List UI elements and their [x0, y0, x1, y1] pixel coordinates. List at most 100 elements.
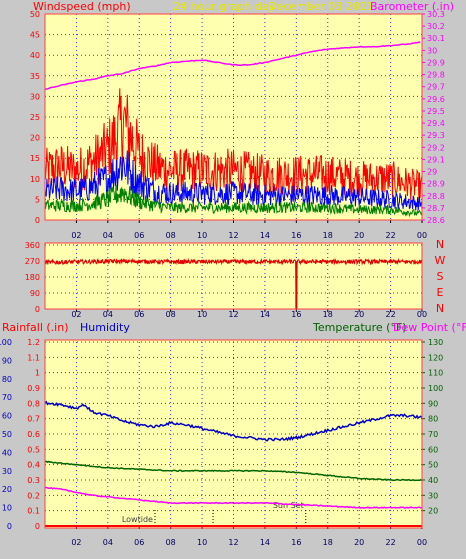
rainfall-tick-label: 1 [35, 369, 40, 378]
barometer-tick-label: 28.7 [427, 204, 445, 213]
barometer-tick-label: 29.9 [427, 58, 445, 67]
humidity-tick-label: 60 [2, 412, 12, 421]
x-tick-label: 22 [385, 310, 395, 319]
humidity-tick-label: 30 [2, 467, 12, 476]
humidity-tick-label: 80 [2, 375, 12, 384]
barometer-tick-label: 29.8 [427, 71, 445, 80]
x-tick-label: 08 [166, 538, 176, 547]
x-tick-label: 06 [134, 538, 144, 547]
temperature-tick-label: 20 [428, 507, 438, 516]
temperature-tick-label: 30 [428, 491, 438, 500]
x-tick-label: 00 [417, 231, 427, 240]
rainfall-tick-label: 0.4 [27, 461, 40, 470]
climate-plot-frame [44, 339, 423, 529]
x-tick-label: 18 [323, 310, 333, 319]
x-tick-label: 04 [103, 310, 113, 319]
humidity-tick-label: 90 [2, 356, 12, 365]
temperature-tick-label: 100 [428, 384, 443, 393]
windspeed-axis-title: Windspeed (mph) [33, 0, 131, 13]
windspeed-tick-label: 0 [35, 216, 40, 225]
humidity-tick-label: 20 [2, 485, 12, 494]
barometer-tick-label: 29.7 [427, 83, 445, 92]
compass-label: N [436, 302, 444, 315]
humidity-line [44, 400, 423, 442]
x-tick-label: 12 [228, 538, 238, 547]
x-tick-label: 16 [291, 310, 301, 319]
graph-title: 24 hour graph day [173, 0, 276, 13]
barometer-axis-title: Barometer (.in) [370, 0, 454, 13]
wind-chart: 0 5 10 15 20 25 30 35 40 45 50 28.6 28.7 28.8 28.9 29 29… [30, 10, 445, 240]
humidity-tick-label: 70 [2, 393, 12, 402]
x-tick-label: 02 [71, 310, 81, 319]
x-tick-label: 10 [197, 231, 207, 240]
x-tick-label: 10 [197, 310, 207, 319]
dewpoint-axis-title: Dew Point (°F) [393, 321, 466, 334]
rainfall-tick-label: 0.5 [27, 445, 40, 454]
rainfall-axis-title: Rainfall (.in) [2, 321, 69, 334]
x-tick-label: 18 [323, 231, 333, 240]
rainfall-tick-label: 0 [35, 522, 40, 531]
x-tick-label: 20 [354, 538, 364, 547]
x-tick-label: 02 [71, 538, 81, 547]
humidity-tick-label: 0 [7, 522, 12, 531]
humidity-tick-label: 50 [2, 430, 12, 439]
barometer-tick-label: 29.4 [427, 119, 445, 128]
x-tick-label: 14 [260, 231, 270, 240]
windspeed-tick-label: 20 [30, 134, 40, 143]
barometer-tick-label: 30.1 [427, 34, 445, 43]
wind-average-line [44, 150, 423, 211]
x-tick-label: 06 [134, 231, 144, 240]
direction-tick-label: 360 [25, 241, 40, 250]
wind-low-line [44, 185, 423, 218]
humidity-tick-label: 40 [2, 448, 12, 457]
barometer-tick-label: 29.6 [427, 95, 445, 104]
direction-tick-label: 180 [25, 273, 40, 282]
wind-gust-line [44, 88, 423, 202]
barometer-tick-label: 29 [427, 168, 437, 177]
temperature-tick-label: 50 [428, 461, 438, 470]
rainfall-tick-label: 0.2 [27, 491, 40, 500]
x-tick-label: 16 [291, 538, 301, 547]
temperature-tick-label: 60 [428, 445, 438, 454]
direction-plot-area [45, 243, 422, 309]
humidity-tick-label: 10 [2, 504, 12, 513]
x-tick-label: 14 [260, 538, 270, 547]
barometer-tick-label: 30.2 [427, 22, 445, 31]
x-tick-label: 22 [385, 538, 395, 547]
barometer-tick-label: 28.6 [427, 216, 445, 225]
humidity-tick-label: 100 [0, 338, 12, 347]
temperature-tick-label: 110 [428, 369, 443, 378]
x-tick-label: 08 [166, 231, 176, 240]
rainfall-tick-label: 0.3 [27, 476, 40, 485]
windspeed-tick-label: 25 [30, 113, 40, 122]
temperature-tick-label: 130 [428, 338, 443, 347]
humidity-axis-title: Humidity [80, 321, 130, 334]
barometer-tick-label: 29.3 [427, 131, 445, 140]
windspeed-tick-label: 45 [30, 31, 40, 40]
climate-chart: 010203040506070809010000.10.20.30.40.50.… [0, 338, 443, 547]
direction-tick-label: 270 [25, 257, 40, 266]
windspeed-tick-label: 40 [30, 51, 40, 60]
x-tick-label: 00 [417, 538, 427, 547]
rainfall-tick-label: 1.2 [27, 338, 40, 347]
x-tick-label: 20 [354, 231, 364, 240]
x-tick-label: 12 [228, 231, 238, 240]
barometer-tick-label: 30.3 [427, 10, 445, 19]
rainfall-tick-label: 0.1 [27, 507, 40, 516]
temperature-line [44, 460, 423, 482]
rainfall-tick-label: 1.1 [27, 353, 40, 362]
x-tick-label: 00 [417, 310, 427, 319]
x-tick-label: 12 [228, 310, 238, 319]
windspeed-tick-label: 10 [30, 175, 40, 184]
compass-label: S [437, 270, 444, 283]
direction-plot-frame [44, 242, 423, 310]
compass-label: E [437, 286, 444, 299]
x-tick-label: 20 [354, 310, 364, 319]
barometer-tick-label: 28.9 [427, 180, 445, 189]
wind-direction-line [44, 257, 422, 310]
x-tick-label: 14 [260, 310, 270, 319]
x-tick-label: 02 [71, 231, 81, 240]
